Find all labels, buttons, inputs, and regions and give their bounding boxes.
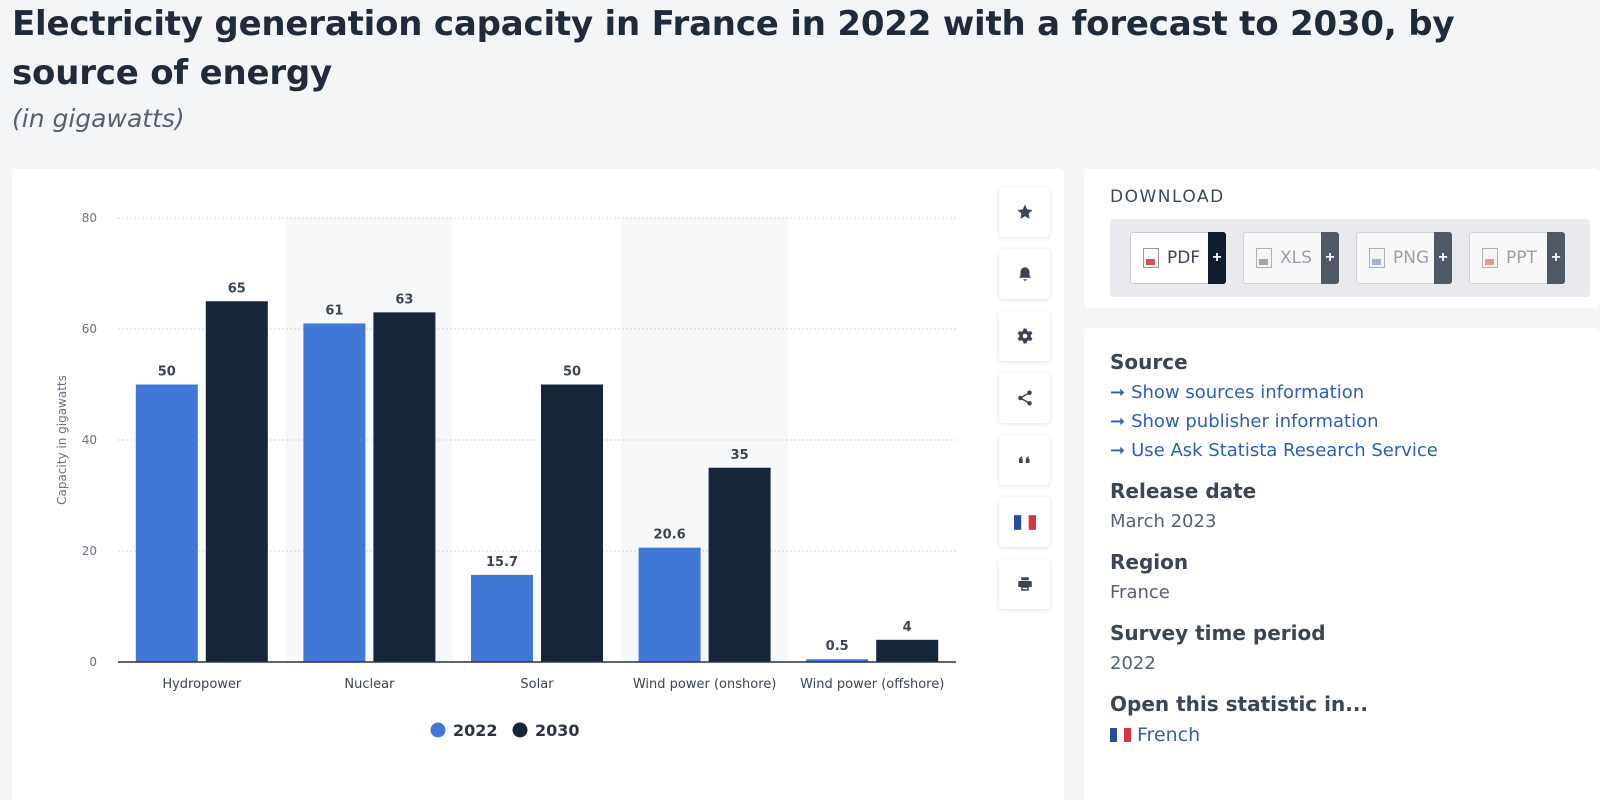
data-label: 63 — [395, 292, 413, 307]
x-tick-label: Wind power (offshore) — [800, 677, 944, 692]
cite-button[interactable] — [999, 435, 1050, 485]
y-tick-label: 20 — [82, 544, 97, 558]
bar-2022 — [638, 547, 701, 662]
star-icon — [1017, 204, 1032, 219]
page-subtitle: (in gigawatts) — [12, 104, 185, 133]
data-label: 20.6 — [654, 528, 686, 543]
plus-icon: + — [1434, 232, 1452, 284]
download-png-label: PNG — [1393, 248, 1430, 268]
y-tick-label: 80 — [82, 211, 97, 225]
language-button[interactable] — [999, 497, 1050, 547]
bar-2030 — [541, 384, 603, 662]
print-button[interactable] — [999, 559, 1050, 609]
source-heading: Source — [1110, 350, 1188, 374]
print-icon — [1017, 577, 1032, 591]
page-title: Electricity generation capacity in Franc… — [12, 4, 1455, 93]
legend-label: 2022 — [453, 721, 498, 740]
download-ppt-button[interactable]: PPT + — [1469, 232, 1565, 284]
y-tick-label: 0 — [89, 655, 97, 669]
download-pdf-button[interactable]: PDF + — [1130, 232, 1226, 284]
plus-icon: + — [1547, 232, 1565, 284]
pdf-file-icon — [1143, 248, 1159, 268]
bell-icon — [1018, 267, 1031, 281]
data-label: 15.7 — [486, 555, 518, 570]
plus-icon: + — [1208, 232, 1226, 284]
alert-button[interactable] — [999, 249, 1050, 299]
gear-icon — [1017, 328, 1032, 344]
data-label: 61 — [325, 303, 343, 318]
share-button[interactable] — [999, 373, 1050, 423]
arrow-right-icon: ➞ — [1110, 440, 1126, 461]
bar-2030 — [708, 467, 771, 662]
arrow-right-icon: ➞ — [1110, 411, 1126, 432]
survey-period-value: 2022 — [1110, 653, 1156, 674]
data-label: 35 — [731, 448, 749, 463]
open-in-french-link[interactable]: French — [1110, 724, 1200, 746]
french-flag-icon — [1110, 728, 1131, 742]
download-buttons: PDF + XLS + PNG + PPT + — [1110, 219, 1590, 297]
research-service-link[interactable]: ➞ Use Ask Statista Research Service — [1110, 440, 1574, 461]
legend-marker — [512, 722, 528, 738]
plus-icon: + — [1321, 232, 1339, 284]
download-ppt-label: PPT — [1506, 248, 1537, 268]
x-tick-label: Hydropower — [162, 677, 242, 692]
ppt-file-icon — [1482, 248, 1498, 268]
release-date-heading: Release date — [1110, 479, 1257, 503]
show-sources-label: Show sources information — [1131, 382, 1365, 403]
bar-2030 — [876, 639, 939, 662]
data-label: 50 — [563, 365, 581, 380]
chart-toolbar — [999, 187, 1050, 621]
data-label: 50 — [158, 365, 176, 380]
bar-2022 — [806, 659, 869, 662]
show-sources-link[interactable]: ➞ Show sources information — [1110, 382, 1574, 403]
x-tick-label: Solar — [520, 677, 554, 692]
x-tick-label: Nuclear — [344, 677, 395, 692]
x-tick-label: Wind power (onshore) — [633, 677, 776, 692]
data-label: 65 — [228, 281, 246, 296]
data-label: 0.5 — [826, 639, 849, 654]
region-heading: Region — [1110, 550, 1189, 574]
open-statistic-heading: Open this statistic in... — [1110, 692, 1369, 716]
arrow-right-icon: ➞ — [1110, 382, 1126, 403]
favorite-button[interactable] — [999, 187, 1050, 237]
bar-2022 — [135, 384, 198, 662]
show-publisher-label: Show publisher information — [1131, 411, 1379, 432]
bar-2030 — [373, 312, 436, 662]
bar-chart: 0 20 40 60 80 Capacity in gigawatts 50 65 Hydrop… — [55, 211, 956, 740]
open-in-french-label: French — [1137, 724, 1201, 746]
xls-file-icon — [1256, 248, 1272, 268]
download-png-button[interactable]: PNG + — [1356, 232, 1452, 284]
chart-card: 0 20 40 60 80 Capacity in gigawatts 50 65 Hydrop… — [12, 169, 1064, 800]
bar-2030 — [205, 301, 268, 662]
quote-icon — [1018, 456, 1029, 463]
title-block: Electricity generation capacity in Franc… — [12, 0, 1572, 133]
survey-period-heading: Survey time period — [1110, 621, 1326, 645]
png-file-icon — [1369, 248, 1385, 268]
legend-label: 2030 — [535, 721, 580, 740]
download-pdf-label: PDF — [1167, 248, 1201, 268]
y-tick-label: 60 — [82, 322, 97, 336]
y-axis-label: Capacity in gigawatts — [55, 375, 69, 505]
download-xls-label: XLS — [1280, 248, 1312, 268]
bar-2022 — [471, 574, 533, 662]
french-flag-icon — [1013, 514, 1036, 530]
show-publisher-link[interactable]: ➞ Show publisher information — [1110, 411, 1574, 432]
share-icon — [1017, 390, 1032, 406]
settings-button[interactable] — [999, 311, 1050, 361]
legend-marker — [430, 722, 446, 738]
research-service-label: Use Ask Statista Research Service — [1131, 440, 1438, 461]
download-heading: DOWNLOAD — [1110, 187, 1225, 207]
data-label: 4 — [903, 620, 912, 635]
bar-2022 — [303, 323, 366, 662]
region-value: France — [1110, 582, 1170, 603]
y-tick-label: 40 — [82, 433, 97, 447]
info-card: Source ➞ Show sources information ➞ Show p… — [1084, 328, 1600, 800]
download-xls-button[interactable]: XLS + — [1243, 232, 1339, 284]
download-card: DOWNLOAD PDF + XLS + PNG + PPT + — [1084, 169, 1600, 308]
release-date-value: March 2023 — [1110, 511, 1217, 532]
